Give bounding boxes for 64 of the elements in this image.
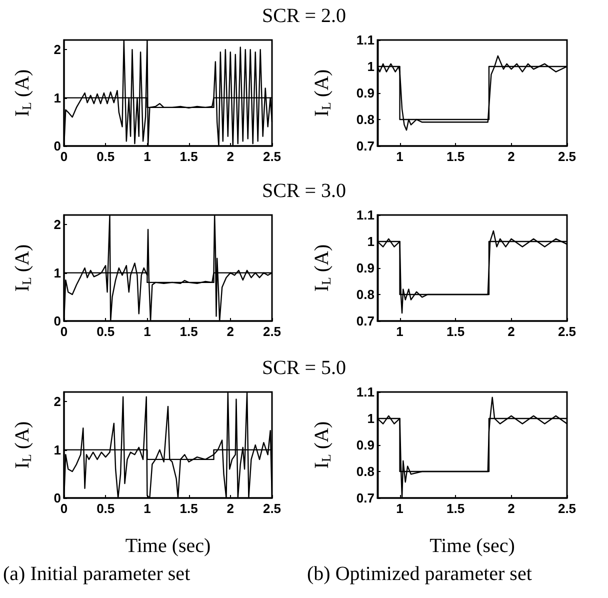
y-tick-label: 0.8 [356,112,374,127]
x-tick-label: 2 [508,149,515,164]
y-tick-label: 2 [54,42,61,58]
x-tick-label: 1 [144,324,151,339]
chart-title: SCR = 5.0 [260,357,348,380]
y-tick-label: 0 [54,314,61,328]
x-tick-label: 1 [396,501,404,516]
x-tick-label: 2 [226,324,234,339]
y-axis-title: IL (A) [12,244,34,292]
x-tick-label: 2.5 [558,324,576,339]
x-tick-label: 2.5 [262,149,282,164]
y-axis-title: IL (A) [311,244,334,292]
y-tick-label: 1 [54,442,61,458]
y-tick-label: 1 [367,59,374,74]
y-tick-label: 0.7 [356,490,374,506]
x-tick-label: 1 [396,324,404,339]
y-tick-label: 0.7 [356,314,374,328]
x-tick-label: 2.5 [262,501,282,516]
text: (b) Optimized parameter set [307,563,532,585]
x-tick-label: 2 [226,501,234,516]
y-tick-label: 0.9 [356,438,374,452]
x-tick-label: 2.5 [558,501,576,516]
y-tick-label: 0.8 [356,287,374,302]
x-tick-label: 1.5 [180,149,198,164]
x-tick-label: 1 [396,149,404,164]
x-tick-label: 2 [226,149,234,164]
x-tick-label: 1 [144,149,151,164]
y-tick-label: 1 [367,411,374,426]
x-tick-label: 1.5 [446,149,465,164]
x-tick-label: 1.5 [446,501,465,516]
x-axis-title: Time (sec) [430,535,515,557]
y-tick-label: 0 [54,490,61,506]
x-tick-label: 0.5 [96,149,115,164]
y-tick-label: 1.1 [356,384,374,400]
y-tick-label: 0.8 [356,464,374,479]
chart-title: SCR = 2.0 [260,5,348,28]
x-tick-label: 1 [144,501,151,516]
x-tick-label: 0.5 [96,324,115,339]
y-tick-label: 2 [54,217,61,232]
y-tick-label: 1.1 [356,208,374,222]
x-tick-label: 2 [508,324,515,339]
x-tick-label: 2 [508,501,515,516]
y-axis-title: IL (A) [12,69,34,117]
y-tick-label: 0.9 [356,260,374,276]
chart-title: SCR = 3.0 [260,180,348,203]
y-axis-title: IL (A) [311,421,334,469]
text: (a) Initial parameter set [3,563,191,585]
y-axis-title: IL (A) [12,421,34,469]
y-tick-label: 0 [54,138,61,154]
x-axis-title: Time (sec) [125,535,211,557]
y-axis-title: IL (A) [311,69,334,117]
x-tick-label: 1.5 [180,501,198,516]
x-tick-label: 2.5 [262,324,282,339]
y-tick-label: 1.1 [356,32,374,48]
x-tick-label: 1.5 [180,324,198,339]
y-tick-label: 2 [54,394,61,410]
y-tick-label: 1 [367,234,374,249]
y-tick-label: 0.9 [356,86,374,100]
y-tick-label: 0.7 [356,138,374,154]
x-tick-label: 2.5 [558,149,576,164]
y-tick-label: 1 [54,90,61,106]
x-tick-label: 1.5 [446,324,465,339]
x-tick-label: 0.5 [96,501,115,516]
y-tick-label: 1 [54,265,61,280]
